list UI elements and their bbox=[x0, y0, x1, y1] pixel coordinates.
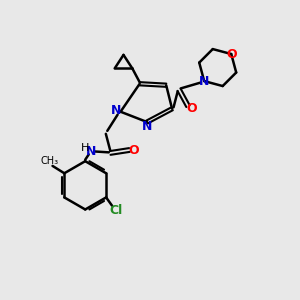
Text: O: O bbox=[186, 102, 197, 115]
Text: N: N bbox=[111, 104, 121, 117]
Text: O: O bbox=[128, 143, 139, 157]
Text: N: N bbox=[199, 75, 209, 88]
Text: H: H bbox=[80, 143, 89, 153]
Text: Cl: Cl bbox=[109, 205, 122, 218]
Text: CH₃: CH₃ bbox=[40, 157, 59, 166]
Text: N: N bbox=[86, 145, 96, 158]
Text: N: N bbox=[142, 120, 152, 133]
Text: O: O bbox=[226, 47, 237, 61]
